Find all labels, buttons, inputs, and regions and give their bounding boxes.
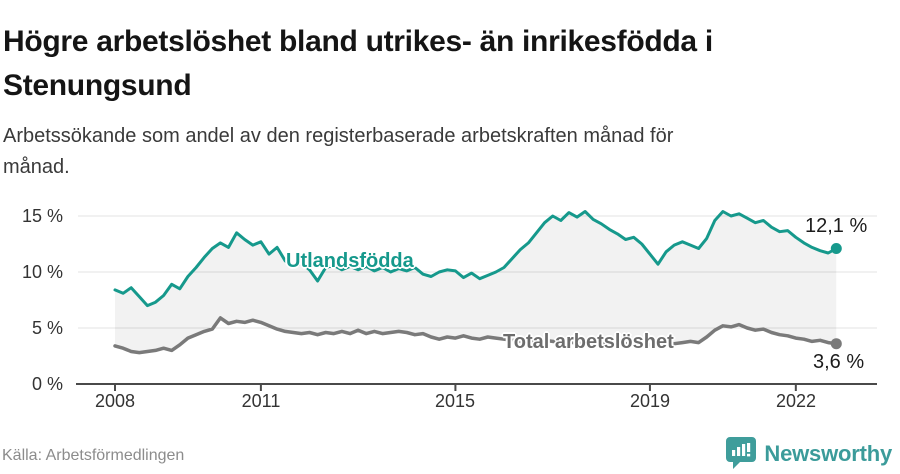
chart-bubble-icon <box>726 437 757 469</box>
source-note: Källa: Arbetsförmedlingen <box>2 447 185 464</box>
series-label-utlandsfodda: Utlandsfödda <box>286 250 414 272</box>
series-label-total-arbetsloshet: Total arbetslöshet <box>503 331 674 353</box>
y-axis-label-5: 5 % <box>31 318 63 338</box>
x-axis-label-2022: 2022 <box>775 391 817 411</box>
page-title: Högre arbetslöshet bland utrikes- än inr… <box>3 25 713 103</box>
end-value-label-total: 3,6 % <box>813 351 865 373</box>
x-axis-label-2008: 2008 <box>94 391 136 411</box>
page-subtitle: Arbetssökande som andel av den registerb… <box>3 125 674 178</box>
x-axis-label-2019: 2019 <box>629 391 671 411</box>
y-axis-label-0: 0 % <box>31 374 63 394</box>
newsworthy-logo[interactable]: Newsworthy <box>726 437 892 470</box>
end-value-label-utlandsfodda: 12,1 % <box>805 215 868 237</box>
y-axis-label-10: 10 % <box>21 262 63 282</box>
newsworthy-wordmark: Newsworthy <box>764 440 892 466</box>
y-axis-label-15: 15 % <box>21 206 63 226</box>
x-axis-label-2011: 2011 <box>241 391 281 411</box>
x-axis-label-2015: 2015 <box>434 391 476 411</box>
